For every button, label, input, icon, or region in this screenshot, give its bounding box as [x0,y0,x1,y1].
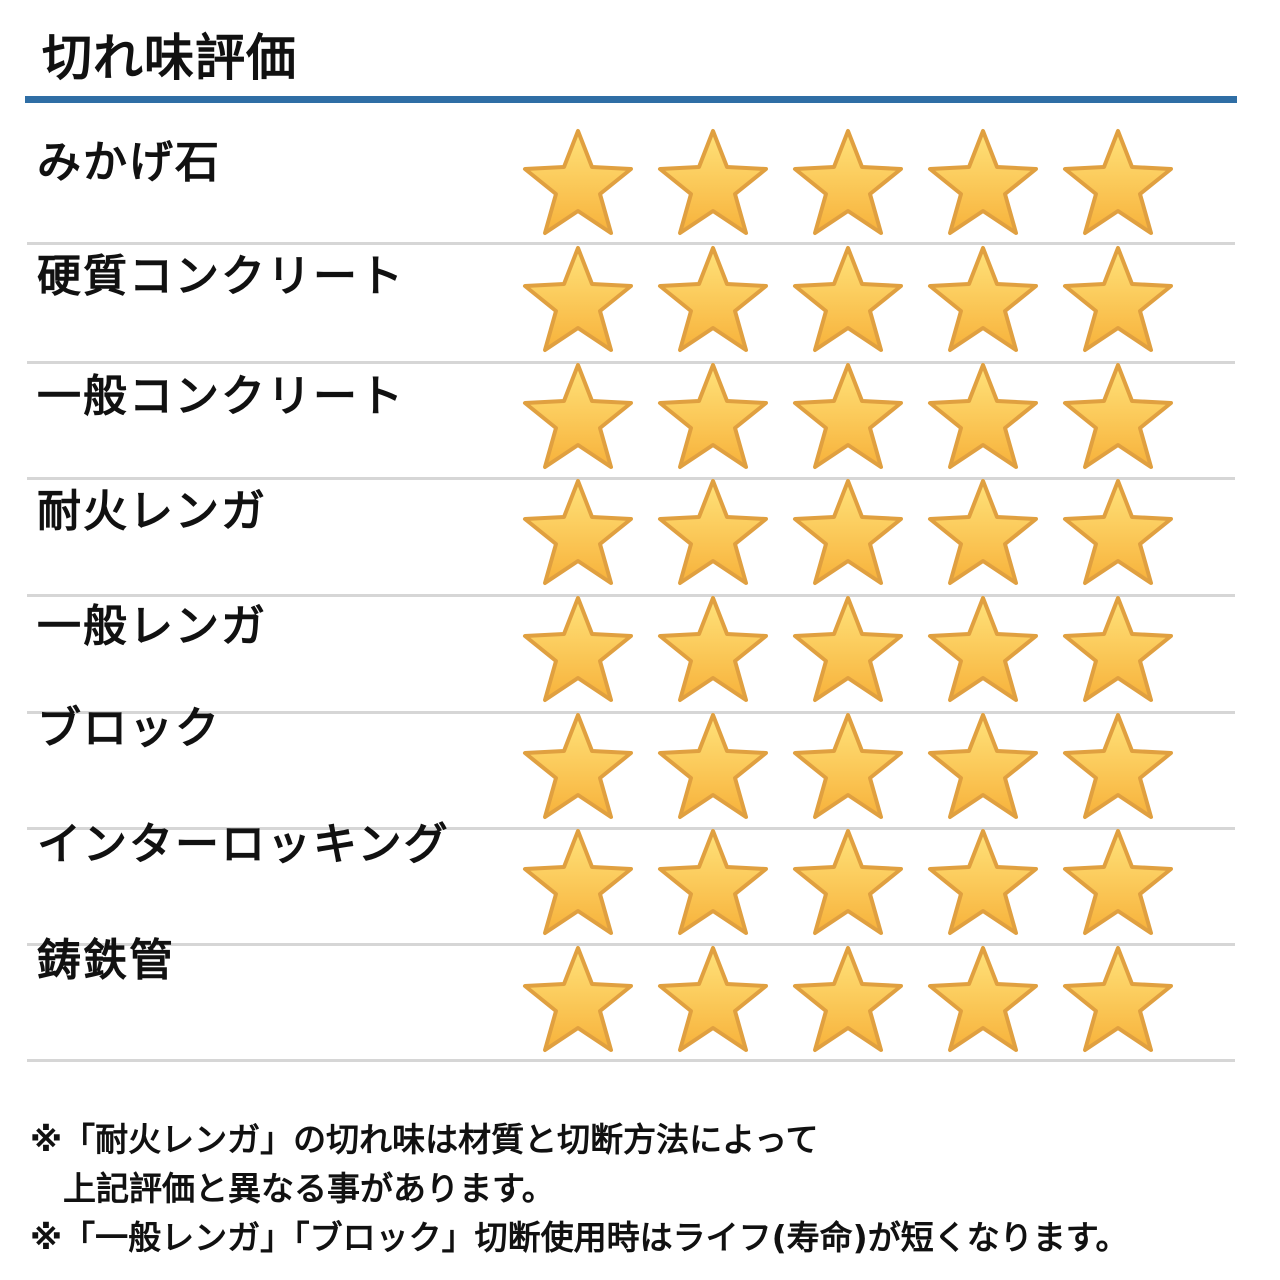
star-icon [790,477,906,587]
star-icon [1060,127,1176,237]
star-icon [520,944,636,1054]
star-icon [1060,244,1176,354]
rating-row: インターロッキング [27,819,1235,946]
star-icon [925,477,1041,587]
star-icon [925,711,1041,821]
material-label: 硬質コンクリート [37,251,405,302]
material-label: 一般レンガ [37,601,267,652]
row-divider [27,477,1235,480]
star-icon [520,594,636,704]
rating-row: 一般コンクリート [27,361,1235,480]
star-icon [655,594,771,704]
rating-row: 一般レンガ [27,594,1235,714]
row-divider [27,1059,1235,1062]
star-icon [520,711,636,821]
page-title: 切れ味評価 [42,29,297,87]
row-divider [27,711,1235,714]
star-icon [925,827,1041,937]
star-icon [790,711,906,821]
star-icon [655,944,771,1054]
row-divider [27,361,1235,364]
material-label: 耐火レンガ [37,486,267,537]
star-icon [520,477,636,587]
star-icon [655,827,771,937]
star-icon [1060,827,1176,937]
star-icon [925,244,1041,354]
rating-row: 硬質コンクリート [27,245,1235,364]
star-icon [1060,944,1176,1054]
rating-row: みかげ石 [27,104,1235,245]
star-icon [1060,594,1176,704]
star-icon [1060,711,1176,821]
note-line: 上記評価と異なる事があります。 [30,1169,555,1208]
star-icon [790,827,906,937]
star-icon [1060,361,1176,471]
material-label: みかげ石 [37,137,221,188]
star-icon [1060,477,1176,587]
star-icon [925,361,1041,471]
material-label: 鋳鉄管 [37,935,175,986]
row-divider [27,594,1235,597]
star-icon [925,594,1041,704]
star-icon [655,361,771,471]
star-icon [925,944,1041,1054]
row-divider [27,827,1235,830]
star-icon [520,361,636,471]
star-icon [520,127,636,237]
row-divider [27,242,1235,245]
star-icon [520,244,636,354]
note-line: ※「一般レンガ」「ブロック」切断使用時はライフ(寿命)が短くなります。 [30,1218,1129,1257]
star-icon [790,244,906,354]
rating-row: ブロック [27,703,1235,830]
material-label: 一般コンクリート [37,371,405,422]
note-line: ※「耐火レンガ」の切れ味は材質と切断方法によって [30,1120,819,1159]
star-icon [790,361,906,471]
star-icon [655,127,771,237]
material-label: ブロック [37,703,221,754]
title-rule [25,96,1237,103]
rating-row: 耐火レンガ [27,477,1235,597]
star-icon [655,244,771,354]
material-label: インターロッキング [37,819,450,870]
star-icon [655,711,771,821]
row-divider [27,943,1235,946]
star-icon [790,127,906,237]
notes: ※「耐火レンガ」の切れ味は材質と切断方法によって 上記評価と異なる事があります。… [30,1115,1128,1262]
star-icon [925,127,1041,237]
star-icon [790,944,906,1054]
star-icon [520,827,636,937]
rating-row: 鋳鉄管 [27,935,1235,1062]
star-icon [655,477,771,587]
star-icon [790,594,906,704]
